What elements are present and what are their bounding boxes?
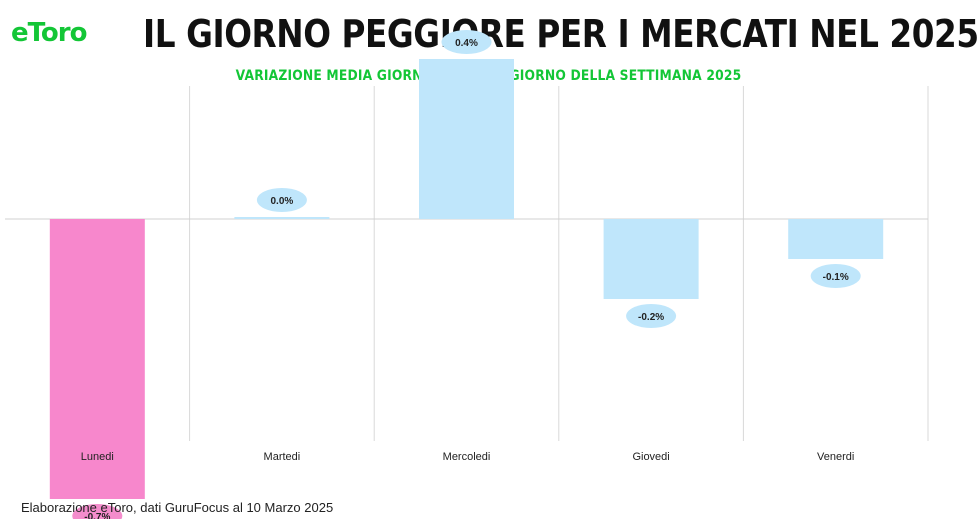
category-label-lunedi: Lunedi: [81, 451, 114, 463]
bar-giovedi: [603, 219, 699, 299]
data-label-bubble: [810, 264, 861, 288]
source-note: Elaborazione eToro, dati GuruFocus al 10…: [21, 500, 334, 515]
chart-data-labels: -0.7% 0.0% 0.4% -0.2% -0.1%: [72, 30, 861, 519]
data-label-martedi: 0.0%: [271, 196, 294, 207]
data-label-giovedi: -0.2%: [638, 312, 664, 323]
data-label-lunedi: -0.7%: [84, 512, 110, 519]
data-label-bubble: [441, 30, 492, 54]
bar-mercoledi: [419, 59, 514, 219]
data-label-mercoledi: 0.4%: [455, 38, 478, 49]
etoro-logo: eToro: [11, 18, 87, 48]
data-label-bubble: [626, 304, 677, 328]
category-label-giovedi: Giovedi: [632, 451, 669, 463]
bar-martedi: [234, 217, 330, 219]
chart-category-labels: Lunedi Martedi Mercoledi Giovedi Venerdi: [81, 451, 855, 463]
bar-venerdi: [788, 219, 884, 259]
data-label-bubble: [256, 188, 307, 212]
category-label-mercoledi: Mercoledi: [443, 451, 491, 463]
category-label-venerdi: Venerdi: [817, 451, 854, 463]
data-label-bubble: [72, 504, 123, 519]
bar-lunedi: [49, 219, 145, 499]
chart-bars: [49, 59, 884, 499]
category-label-martedi: Martedi: [264, 451, 301, 463]
data-label-venerdi: -0.1%: [823, 272, 849, 283]
